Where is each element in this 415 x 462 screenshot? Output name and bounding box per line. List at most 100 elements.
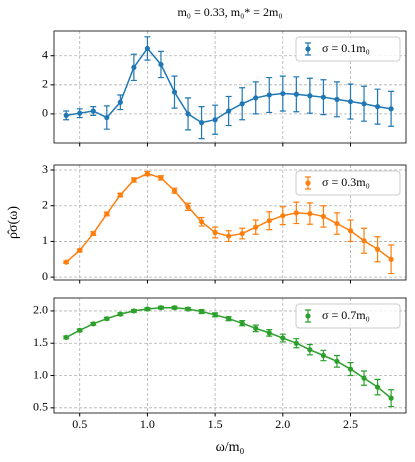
data-point [347,366,354,372]
data-point [280,335,286,341]
y-tick-label: 1 [42,233,48,247]
data-point [361,238,367,244]
plot-frame [53,297,407,414]
y-tick-label: 2 [42,197,48,211]
data-point [307,347,313,353]
x-tick-label: 2.0 [275,417,290,431]
data-point [158,175,164,181]
legend-marker [305,180,311,186]
data-point [131,308,137,314]
data-point [198,120,205,126]
data-point [63,334,69,341]
data-point [185,306,191,312]
data-point [77,247,83,253]
data-point [280,213,286,219]
plot-frame [53,30,407,144]
data-point [239,101,245,107]
data-point [198,308,205,315]
data-point [388,106,394,112]
data-point [90,108,96,114]
data-point [63,259,69,265]
legend-marker [305,46,311,52]
data-point [185,111,191,117]
legend-label: σ = 0.7m₀ [322,308,370,322]
data-point [374,246,381,252]
data-point [144,170,151,177]
data-point [266,330,272,336]
y-tick-label: 4 [42,47,48,61]
legend-box [295,36,401,62]
data-point [171,188,178,194]
data-point [320,213,327,220]
data-point [212,312,218,318]
legend-label: σ = 0.1m₀ [322,41,370,55]
y-tick-label: 0 [42,269,48,283]
data-point [293,340,299,346]
data-point [131,64,137,70]
data-point [63,112,69,118]
data-point [307,93,313,99]
data-point [253,325,259,331]
data-point [212,229,218,236]
data-point [361,101,367,107]
data-point [117,99,123,105]
data-point [158,305,164,311]
data-point [361,375,367,381]
data-point [117,311,123,317]
data-point [131,177,137,183]
data-point [104,211,110,217]
data-point [293,210,299,216]
data-point [104,114,110,121]
data-point [280,90,286,97]
data-point [77,327,83,333]
data-point [144,45,151,52]
data-point [171,305,178,311]
data-point [77,110,83,116]
data-point [198,219,205,225]
plot-frame [53,164,407,281]
y-tick-label: 3 [42,162,48,176]
data-point [171,89,178,95]
data-point [334,96,340,102]
data-point [307,210,313,217]
x-axis-label: ω/m₀ [216,440,245,455]
y-tick-label: 1.5 [33,335,48,349]
legend-marker [305,313,311,319]
data-point [388,256,394,262]
y-tick-label: 0 [42,106,48,120]
data-point [253,224,259,230]
data-point [293,91,299,97]
y-tick-label: 2.0 [33,303,48,317]
data-point [266,92,272,98]
legend-label: σ = 0.3m₀ [322,175,370,189]
y-tick-label: 2 [42,77,48,91]
data-point [388,395,394,401]
x-tick-label: 1.0 [140,417,155,431]
legend-box [295,170,401,196]
data-point [320,352,327,359]
y-axis-label: ρ̂σ(ω) [6,206,21,239]
data-point [239,230,245,237]
data-point [266,218,272,224]
data-point [334,220,340,227]
data-point [374,104,381,110]
data-point [253,95,259,101]
chart-title: m₀ = 0.33, m₀* = 2m₀ [177,5,282,19]
x-tick-label: 0.5 [72,417,87,431]
x-tick-label: 1.5 [208,417,223,431]
data-point [185,204,191,210]
data-point [226,316,232,322]
data-point [239,320,245,326]
data-point [347,98,354,105]
data-point [374,384,381,390]
y-tick-label: 1.0 [33,367,48,381]
data-point [158,61,164,68]
data-point [117,192,123,198]
data-point [104,316,110,322]
data-point [334,358,340,364]
data-point [226,108,232,114]
y-tick-label: 0.5 [33,400,48,414]
data-point [347,228,354,234]
data-point [320,94,327,100]
